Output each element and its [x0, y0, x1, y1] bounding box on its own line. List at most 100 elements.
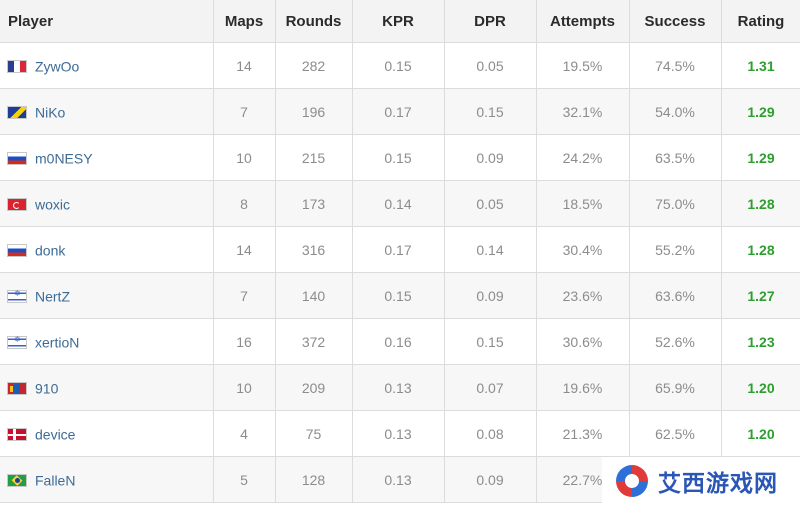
player-link[interactable]: NiKo: [35, 104, 66, 121]
rounds-cell: 196: [275, 88, 353, 135]
success-cell: 54.0%: [629, 88, 722, 135]
dpr-cell: 0.05: [444, 180, 537, 227]
brazil-flag-icon: [7, 473, 27, 487]
player-cell: 910: [0, 364, 214, 411]
player-cell: FalleN: [0, 456, 214, 503]
dpr-cell: 0.09: [444, 134, 537, 181]
mongolia-flag-icon: [7, 381, 27, 395]
rounds-cell: 209: [275, 364, 353, 411]
rating-cell: 1.28: [721, 180, 800, 227]
attempts-cell: 32.1%: [536, 88, 630, 135]
rating-cell: 1.20: [721, 410, 800, 457]
player-cell: donk: [0, 226, 214, 273]
player-cell: ZywOo: [0, 42, 214, 89]
rating-cell: 1.23: [721, 318, 800, 365]
column-header-rounds[interactable]: Rounds: [275, 0, 353, 43]
player-link[interactable]: m0NESY: [35, 150, 93, 167]
maps-cell: 7: [213, 272, 276, 319]
maps-cell: 7: [213, 88, 276, 135]
player-cell: xertioN: [0, 318, 214, 365]
column-header-attempts[interactable]: Attempts: [536, 0, 630, 43]
rounds-cell: 372: [275, 318, 353, 365]
maps-cell: 14: [213, 226, 276, 273]
dpr-cell: 0.14: [444, 226, 537, 273]
denmark-flag-icon: [7, 427, 27, 441]
maps-cell: 14: [213, 42, 276, 89]
player-link[interactable]: device: [35, 426, 76, 443]
rounds-cell: 75: [275, 410, 353, 457]
rounds-cell: 316: [275, 226, 353, 273]
dpr-cell: 0.09: [444, 272, 537, 319]
kpr-cell: 0.13: [352, 364, 445, 411]
attempts-cell: 21.3%: [536, 410, 630, 457]
table-row: device 4 75 0.13 0.08 21.3% 62.5% 1.20: [0, 410, 800, 457]
bosnia-flag-icon: [7, 105, 27, 119]
dpr-cell: 0.15: [444, 318, 537, 365]
dpr-cell: 0.05: [444, 42, 537, 89]
maps-cell: 10: [213, 364, 276, 411]
attempts-cell: 23.6%: [536, 272, 630, 319]
rating-cell: 1.29: [721, 134, 800, 181]
success-cell: 65.9%: [629, 364, 722, 411]
rating-cell: 1.31: [721, 42, 800, 89]
success-cell: 75.0%: [629, 180, 722, 227]
table-row: NiKo 7 196 0.17 0.15 32.1% 54.0% 1.29: [0, 88, 800, 135]
rating-cell: 1.28: [721, 226, 800, 273]
turkey-flag-icon: [7, 197, 27, 211]
attempts-cell: 24.2%: [536, 134, 630, 181]
player-link[interactable]: NertZ: [35, 288, 70, 305]
column-header-kpr[interactable]: KPR: [352, 0, 445, 43]
table-row: woxic 8 173 0.14 0.05 18.5% 75.0% 1.28: [0, 180, 800, 227]
table-row: donk 14 316 0.17 0.14 30.4% 55.2% 1.28: [0, 226, 800, 273]
israel-flag-icon: [7, 289, 27, 303]
player-cell: woxic: [0, 180, 214, 227]
maps-cell: 4: [213, 410, 276, 457]
column-header-rating[interactable]: Rating: [721, 0, 800, 43]
header-row: Player Maps Rounds KPR DPR Attempts Succ…: [0, 0, 800, 43]
kpr-cell: 0.15: [352, 272, 445, 319]
maps-cell: 10: [213, 134, 276, 181]
player-link[interactable]: woxic: [35, 196, 71, 213]
kpr-cell: 0.15: [352, 134, 445, 181]
rounds-cell: 128: [275, 456, 353, 503]
player-cell: device: [0, 410, 214, 457]
player-link[interactable]: ZywOo: [35, 58, 80, 75]
column-header-player[interactable]: Player: [0, 0, 214, 43]
success-cell: 74.5%: [629, 42, 722, 89]
column-header-maps[interactable]: Maps: [213, 0, 276, 43]
table-row: ZywOo 14 282 0.15 0.05 19.5% 74.5% 1.31: [0, 42, 800, 89]
attempts-cell: 19.5%: [536, 42, 630, 89]
table-row: m0NESY 10 215 0.15 0.09 24.2% 63.5% 1.29: [0, 134, 800, 181]
rating-cell: 1.20: [721, 364, 800, 411]
success-cell: 63.5%: [629, 134, 722, 181]
table-row: NertZ 7 140 0.15 0.09 23.6% 63.6% 1.27: [0, 272, 800, 319]
france-flag-icon: [7, 59, 27, 73]
russia-flag-icon: [7, 243, 27, 257]
player-link[interactable]: 910: [35, 380, 59, 397]
site-watermark: 艾西游戏网: [602, 457, 800, 505]
success-cell: 52.6%: [629, 318, 722, 365]
player-link[interactable]: xertioN: [35, 334, 80, 351]
watermark-text: 艾西游戏网: [658, 470, 778, 496]
maps-cell: 8: [213, 180, 276, 227]
column-header-dpr[interactable]: DPR: [444, 0, 537, 43]
dpr-cell: 0.15: [444, 88, 537, 135]
success-cell: 63.6%: [629, 272, 722, 319]
rounds-cell: 215: [275, 134, 353, 181]
player-cell: NiKo: [0, 88, 214, 135]
israel-flag-icon: [7, 335, 27, 349]
player-link[interactable]: FalleN: [35, 472, 76, 489]
table-row: 910 10 209 0.13 0.07 19.6% 65.9% 1.20: [0, 364, 800, 411]
success-cell: 55.2%: [629, 226, 722, 273]
column-header-success[interactable]: Success: [629, 0, 722, 43]
dpr-cell: 0.08: [444, 410, 537, 457]
kpr-cell: 0.14: [352, 180, 445, 227]
maps-cell: 5: [213, 456, 276, 503]
aixi-logo-icon: [616, 465, 648, 497]
kpr-cell: 0.15: [352, 42, 445, 89]
rounds-cell: 140: [275, 272, 353, 319]
player-link[interactable]: donk: [35, 242, 66, 259]
kpr-cell: 0.17: [352, 226, 445, 273]
dpr-cell: 0.09: [444, 456, 537, 503]
